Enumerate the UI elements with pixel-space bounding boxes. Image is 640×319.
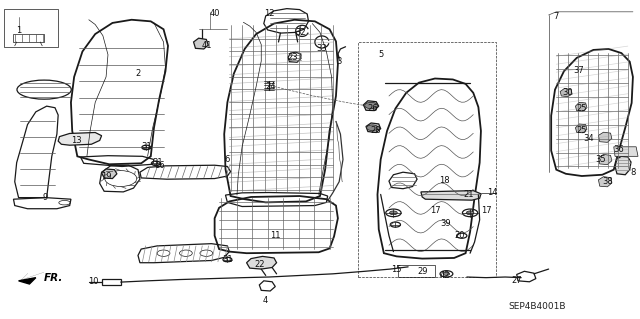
Circle shape [390,211,397,215]
Text: 33: 33 [317,44,327,53]
Polygon shape [614,147,638,156]
Text: 23: 23 [288,53,298,62]
Text: 31: 31 [222,255,233,264]
Bar [358,42,495,277]
Text: 10: 10 [88,277,99,286]
Text: 31: 31 [141,142,152,151]
Text: 16: 16 [154,161,164,170]
Text: 22: 22 [254,260,264,269]
Polygon shape [598,132,612,142]
Text: 3: 3 [337,56,342,65]
Polygon shape [246,256,276,269]
Polygon shape [598,177,612,187]
Text: 4: 4 [263,296,268,305]
Text: 9: 9 [43,193,48,202]
Circle shape [367,125,378,130]
Polygon shape [421,191,481,200]
Text: 30: 30 [563,88,573,97]
Text: 15: 15 [392,264,402,274]
Text: 12: 12 [264,9,274,18]
Text: 11: 11 [270,231,280,240]
Text: 27: 27 [511,276,522,285]
Text: 19: 19 [101,173,111,182]
Text: FR.: FR. [44,273,63,283]
Text: SEP4B4001B: SEP4B4001B [508,302,566,311]
Polygon shape [615,156,631,175]
Text: 42: 42 [439,271,450,280]
Polygon shape [575,124,587,133]
Polygon shape [102,169,117,179]
Bar [398,265,435,277]
Text: 39: 39 [440,219,451,227]
Text: 26: 26 [368,104,378,113]
Text: 5: 5 [378,50,383,59]
Text: 17: 17 [429,206,440,215]
Text: 35: 35 [596,155,606,164]
Text: 8: 8 [630,168,636,177]
Polygon shape [19,278,36,284]
Text: 18: 18 [439,176,450,185]
Text: 25: 25 [577,104,587,113]
Text: 24: 24 [265,82,275,91]
Polygon shape [58,132,102,145]
Text: 21: 21 [463,190,474,199]
Bar [102,279,121,285]
Polygon shape [575,102,587,111]
Text: 41: 41 [202,41,212,50]
Text: 32: 32 [296,28,306,37]
Circle shape [365,102,378,109]
Text: 25: 25 [577,126,587,135]
Text: 40: 40 [209,9,220,18]
Bar [4,9,58,47]
Polygon shape [560,88,572,97]
Text: 17: 17 [481,206,492,215]
Text: 36: 36 [614,145,624,154]
Text: 20: 20 [454,231,465,240]
Text: 1: 1 [16,26,21,35]
Polygon shape [364,101,379,111]
Text: 13: 13 [71,136,81,145]
Text: 14: 14 [487,188,498,197]
Text: 28: 28 [371,126,381,135]
Polygon shape [598,154,612,165]
Text: 6: 6 [225,155,230,164]
Text: 34: 34 [583,134,593,143]
Text: 38: 38 [602,177,612,186]
Text: 37: 37 [573,66,584,75]
Text: 29: 29 [417,267,428,276]
Circle shape [467,211,474,215]
Text: 2: 2 [136,69,141,78]
Circle shape [444,272,450,275]
Text: 7: 7 [554,12,559,21]
Polygon shape [193,38,208,49]
Polygon shape [366,123,381,132]
Text: 31: 31 [152,158,163,167]
